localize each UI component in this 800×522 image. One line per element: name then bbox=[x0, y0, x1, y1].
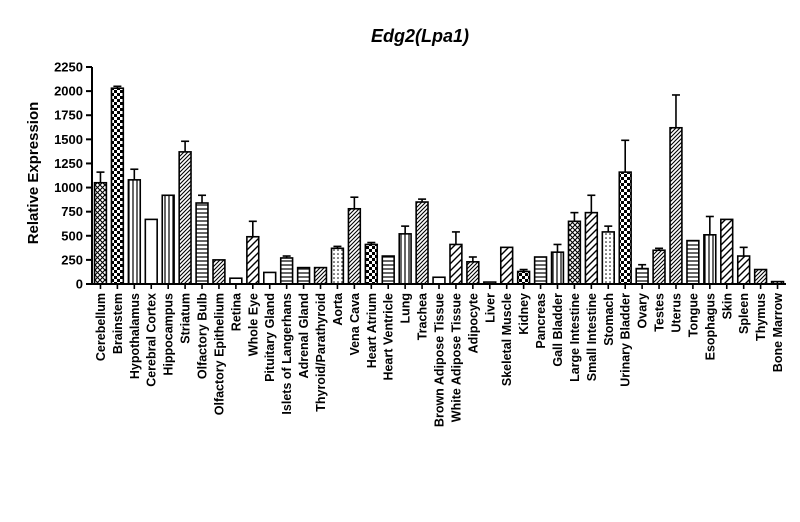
x-tick-label: Olfactory Epithelium bbox=[212, 293, 226, 415]
x-tick-label: Liver bbox=[483, 293, 497, 323]
y-tick-label: 1500 bbox=[54, 132, 83, 147]
x-tick-label: Gall Bladder bbox=[551, 293, 565, 367]
x-tick-label: Testes bbox=[653, 293, 667, 332]
bar bbox=[296, 266, 311, 285]
bar bbox=[584, 211, 599, 285]
bar bbox=[246, 235, 260, 285]
bar bbox=[144, 218, 158, 285]
bar bbox=[550, 251, 565, 285]
bar bbox=[449, 243, 463, 285]
bar bbox=[686, 239, 700, 285]
chart-title: Edg2(Lpa1) bbox=[371, 26, 469, 46]
x-tick-label: White Adipose Tissue bbox=[449, 293, 463, 422]
x-tick-label: Large Intestine bbox=[568, 293, 582, 382]
x-axis: Cerebellum Brainstem Hypothalamus Cerebral … bbox=[92, 283, 786, 427]
x-tick-label: Vena Cava bbox=[348, 292, 362, 356]
x-tick-label: Hypothalamus bbox=[128, 293, 142, 379]
bar bbox=[567, 220, 582, 285]
x-tick-label: Trachea bbox=[416, 292, 430, 340]
y-tick-label: 1250 bbox=[54, 156, 83, 171]
bar bbox=[178, 151, 192, 285]
bar bbox=[330, 247, 345, 285]
bar bbox=[364, 243, 379, 285]
bar bbox=[263, 271, 277, 285]
x-tick-label: Spleen bbox=[737, 293, 751, 334]
x-tick-label: Pancreas bbox=[534, 293, 548, 349]
y-tick-label: 2250 bbox=[54, 60, 83, 75]
x-tick-label: Whole Eye bbox=[246, 293, 260, 356]
x-tick-label: Hippocampus bbox=[162, 293, 176, 376]
x-tick-label: Heart Atrium bbox=[365, 293, 379, 368]
x-tick-label: Aorta bbox=[331, 292, 345, 326]
x-tick-label: Stomach bbox=[602, 293, 616, 346]
bar bbox=[669, 126, 683, 285]
bar bbox=[618, 171, 632, 285]
x-tick-label: Brown Adipose Tissue bbox=[433, 293, 447, 427]
y-tick-label: 500 bbox=[61, 228, 83, 243]
x-tick-label: Pituitary Gland bbox=[263, 293, 277, 382]
y-tick-label: 750 bbox=[61, 204, 83, 219]
bar bbox=[720, 218, 734, 285]
bar bbox=[313, 266, 328, 285]
x-tick-label: Thymus bbox=[754, 293, 768, 341]
x-tick-label: Esophagus bbox=[703, 293, 717, 360]
y-tick-label: 0 bbox=[76, 277, 83, 292]
bar bbox=[736, 255, 751, 285]
x-tick-label: Adipocyte bbox=[466, 293, 480, 353]
bar bbox=[601, 231, 615, 285]
bar bbox=[161, 194, 175, 285]
bar bbox=[432, 276, 446, 285]
x-tick-label: Islets of Langerhans bbox=[280, 293, 294, 415]
x-tick-label: Brainstem bbox=[111, 293, 125, 354]
bar bbox=[652, 249, 666, 285]
bar bbox=[381, 255, 395, 285]
x-tick-label: Ovary bbox=[636, 293, 650, 328]
bar bbox=[415, 201, 429, 285]
bar bbox=[93, 181, 108, 285]
bars-group bbox=[93, 85, 785, 285]
x-tick-label: Thyroid/Parathyroid bbox=[314, 293, 328, 412]
x-tick-label: Urinary Bladder bbox=[619, 293, 633, 387]
x-tick-label: Uterus bbox=[669, 293, 683, 333]
bar bbox=[127, 179, 142, 285]
bar bbox=[499, 246, 514, 285]
bar bbox=[212, 259, 226, 285]
bar bbox=[703, 234, 717, 285]
x-tick-label: Tongue bbox=[686, 293, 700, 337]
x-tick-label: Bone Marrow bbox=[771, 293, 785, 372]
bar bbox=[516, 270, 531, 285]
bar bbox=[195, 202, 209, 285]
x-tick-label: Heart Ventricle bbox=[382, 293, 396, 381]
bar bbox=[347, 207, 362, 285]
x-tick-label: Adrenal Gland bbox=[297, 293, 311, 378]
bar bbox=[753, 268, 768, 285]
bar bbox=[635, 267, 649, 285]
y-tick-label: 2000 bbox=[54, 84, 83, 99]
x-tick-label: Skin bbox=[720, 293, 734, 319]
y-axis-label: Relative Expression bbox=[25, 102, 42, 245]
bar bbox=[110, 87, 125, 285]
x-tick-label: Olfactory Bulb bbox=[196, 293, 210, 379]
x-tick-label: Small Intestine bbox=[585, 293, 599, 381]
x-tick-label: Skeletal Muscle bbox=[500, 293, 514, 386]
y-tick-label: 250 bbox=[61, 252, 83, 267]
x-tick-label: Cerebellum bbox=[94, 293, 108, 361]
y-axis: 0 250 500 750 1000 1250 1500 1750 2000 2250 bbox=[54, 60, 93, 292]
bar bbox=[398, 233, 412, 285]
bar bbox=[466, 261, 480, 285]
bar bbox=[533, 256, 548, 285]
bar bbox=[279, 257, 294, 285]
y-tick-label: 1750 bbox=[54, 108, 83, 123]
x-tick-label: Lung bbox=[399, 293, 413, 324]
x-tick-label: Kidney bbox=[517, 293, 531, 335]
x-tick-label: Striatum bbox=[179, 293, 193, 344]
y-tick-label: 1000 bbox=[54, 180, 83, 195]
x-tick-label: Retina bbox=[229, 292, 243, 331]
x-tick-label: Cerebral Cortex bbox=[145, 293, 159, 387]
